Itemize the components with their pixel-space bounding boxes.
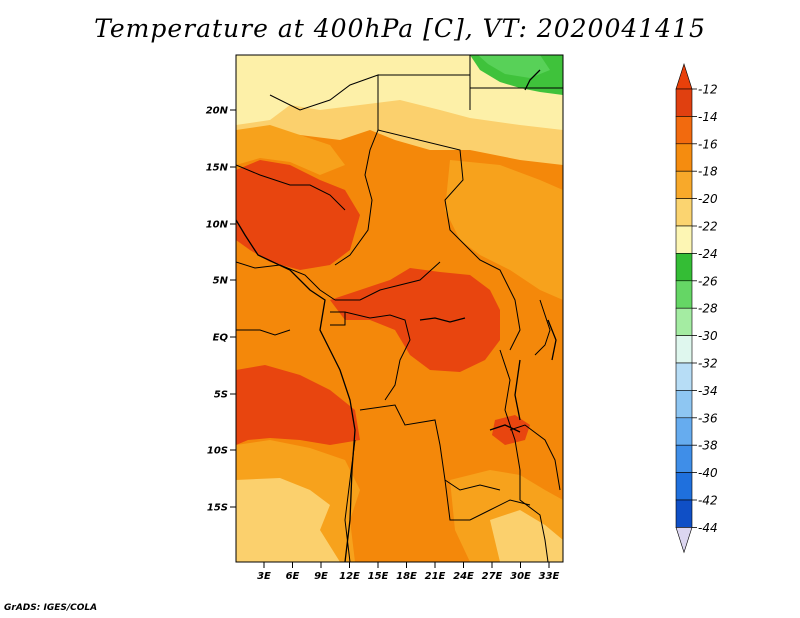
lon-label: 21E [425, 571, 446, 582]
colorbar-label: -26 [698, 274, 718, 288]
colorbar: -12 -14 -16 -18 -20 -22 -24 -26 -28 -30 -32 -34 -36 -… [675, 63, 718, 554]
colorbar-segment [675, 198, 693, 227]
latitude-axis: 20N 15N 10N 5N EQ 5S 10S 15S [206, 106, 236, 514]
colorbar-label: -20 [698, 192, 718, 206]
colorbar-top-arrow [675, 63, 693, 90]
lon-label: 18E [396, 571, 417, 582]
colorbar-label: -12 [698, 83, 718, 97]
colorbar-segment [675, 170, 693, 199]
colorbar-label: -16 [698, 137, 718, 151]
colorbar-label: -32 [698, 357, 718, 371]
lon-label: 27E [482, 571, 503, 582]
field-southeast-coolest [490, 510, 563, 562]
colorbar-segment [675, 472, 693, 501]
lat-label: 10S [207, 446, 228, 457]
colorbar-segment [675, 444, 693, 473]
colorbar-label: -44 [698, 521, 718, 535]
colorbar-segment [675, 225, 693, 254]
country-borders [236, 55, 563, 562]
coastlines [236, 69, 557, 562]
lon-label: 6E [286, 571, 300, 582]
chart-title: Temperature at 400hPa [C], VT: 202004141… [94, 14, 706, 43]
map-frame [235, 54, 564, 563]
field-south-coolest [236, 478, 340, 562]
lon-label: 24E [453, 571, 474, 582]
lat-label: 10N [206, 220, 229, 231]
lon-label: 30E [510, 571, 531, 582]
lon-label: 9E [314, 571, 328, 582]
colorbar-segment [675, 280, 693, 309]
lon-label: 15E [368, 571, 389, 582]
lon-label: 3E [257, 571, 271, 582]
lat-label: 15N [206, 163, 229, 174]
colorbar-segment [675, 417, 693, 446]
colorbar-label: -14 [698, 110, 718, 124]
colorbar-label: -18 [698, 165, 718, 179]
lat-label: 5S [214, 390, 228, 401]
colorbar-segment [675, 253, 693, 282]
field-west-warm [236, 160, 360, 270]
lat-label: EQ [213, 333, 229, 344]
lat-label: 5N [213, 276, 229, 287]
field-arabia-light [478, 55, 550, 78]
colorbar-segment [675, 335, 693, 364]
field-southwest-warm [236, 365, 360, 445]
colorbar-segment [675, 88, 693, 117]
colorbar-label: -42 [698, 494, 718, 508]
colorbar-label: -22 [698, 220, 718, 234]
lat-label: 20N [206, 106, 229, 117]
lat-label: 15S [207, 503, 228, 514]
field-north-coldest [236, 55, 563, 130]
colorbar-segment [675, 307, 693, 336]
lon-label: 33E [539, 571, 560, 582]
grads-credit: GrADS: IGES/COLA [4, 603, 98, 613]
longitude-axis: 3E 6E 9E 12E 15E 18E 21E 24E 27E 30E 33E [257, 562, 560, 582]
lon-label: 12E [339, 571, 360, 582]
field-east-mid [445, 160, 563, 300]
colorbar-label: -36 [698, 411, 718, 425]
colorbar-segment [675, 390, 693, 419]
colorbar-label: -28 [698, 302, 718, 316]
colorbar-label: -30 [698, 329, 718, 343]
colorbar-segment [675, 362, 693, 391]
colorbar-segment [675, 499, 693, 528]
colorbar-segment [675, 143, 693, 172]
colorbar-label: -34 [698, 384, 718, 398]
field-northwest-mid [236, 125, 345, 175]
colorbar-segment [675, 116, 693, 145]
colorbar-label: -40 [698, 466, 718, 480]
colorbar-label: -38 [698, 439, 718, 453]
colorbar-label: -24 [698, 247, 718, 261]
colorbar-bottom-arrow [675, 527, 693, 554]
